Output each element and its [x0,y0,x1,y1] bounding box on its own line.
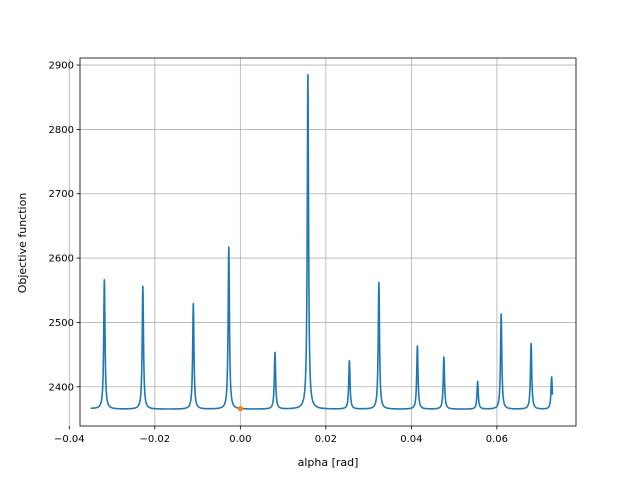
series-group [90,73,554,412]
x-tick-label: 0.06 [486,434,508,445]
x-tick-label: 0.02 [315,434,337,445]
y-axis: 2400 2500 2600 2700 2800 2900 [49,61,80,393]
x-tick-label: −0.02 [139,434,170,445]
y-tick-label: 2900 [49,61,74,72]
objective-line [90,73,554,410]
x-axis-label: alpha [rad] [298,456,359,469]
plot-frame [79,57,577,427]
y-tick-label: 2400 [49,382,74,393]
y-tick-label: 2600 [49,254,74,265]
minimum-marker [237,406,243,412]
x-tick-label: 0.00 [229,434,251,445]
grid [68,58,576,426]
y-axis-label: Objective function [16,193,29,294]
y-tick-label: 2700 [49,189,74,200]
y-tick-label: 2500 [49,318,74,329]
x-tick-label: −0.04 [54,434,85,445]
y-tick-label: 2800 [49,125,74,136]
x-tick-label: 0.04 [400,434,422,445]
x-axis: −0.04 −0.02 0.00 0.02 0.04 0.06 [54,426,508,445]
